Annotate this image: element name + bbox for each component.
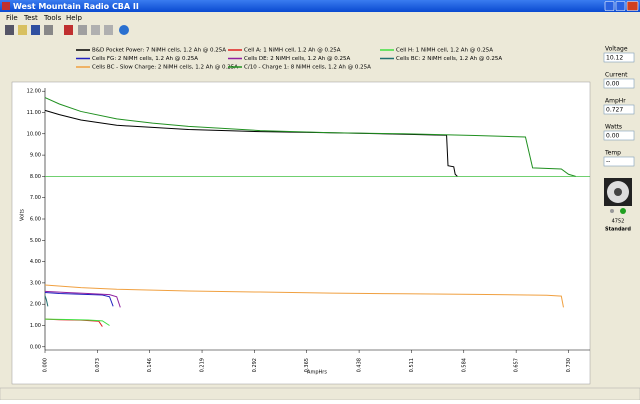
x-tick-label: 0.146 (147, 358, 153, 372)
field-value: 10.12 (606, 54, 623, 61)
x-tick-label: 0.730 (566, 358, 572, 372)
y-tick-label: 8.00 (30, 174, 41, 180)
series-line (44, 284, 564, 308)
x-tick-label: 0.438 (357, 358, 363, 372)
y-tick-label: 7.00 (30, 195, 41, 201)
x-tick-label: 0.365 (304, 358, 310, 372)
window-title: West Mountain Radio CBA II (13, 2, 139, 11)
field-value: 0.00 (606, 132, 620, 139)
field-label: Current (605, 72, 628, 79)
indicator-led (610, 209, 614, 213)
x-tick-label: 0.219 (200, 358, 206, 372)
close-button[interactable] (626, 1, 639, 11)
series-line (44, 290, 121, 308)
y-tick-label: 4.00 (30, 259, 41, 265)
legend-label: C/10 - Charge 1: 8 NiMH cells, 1.2 Ah @ … (244, 65, 371, 71)
series-line (44, 318, 110, 326)
y-tick-label: 5.00 (30, 238, 41, 244)
field-box (603, 156, 635, 167)
x-tick-label: 0.073 (95, 358, 101, 372)
x-tick-label: 0.657 (514, 358, 520, 372)
tool-button[interactable] (78, 25, 87, 35)
tool-button[interactable] (31, 25, 40, 35)
y-tick-label: 9.00 (30, 153, 41, 159)
help-button[interactable] (119, 25, 129, 35)
x-axis-title: AmpHrs (307, 370, 327, 376)
y-axis-title: Volts (20, 209, 26, 221)
menu-item[interactable]: Help (66, 14, 83, 22)
tool-button[interactable] (104, 25, 113, 35)
y-tick-label: 1.00 (30, 323, 41, 329)
x-tick-label: 0.511 (409, 358, 415, 372)
y-tick-label: 10.00 (27, 131, 41, 137)
legend-label: Cells DE: 2 NiMH cells, 1.2 Ah @ 0.25A (244, 56, 351, 62)
field-box (603, 52, 635, 63)
field-value: 0.00 (606, 80, 620, 87)
x-tick-label: 0.292 (252, 358, 258, 372)
field-box (603, 130, 635, 141)
tool-button[interactable] (44, 25, 53, 35)
field-label: Temp (604, 150, 621, 157)
legend-label: Cells BC - Slow Charge: 2 NiMH cells, 1.… (92, 65, 238, 71)
status-bar (0, 387, 640, 401)
legend-label: Cell A: 1 NiMH cell, 1.2 Ah @ 0.25A (244, 48, 341, 54)
y-tick-label: 2.00 (30, 302, 41, 308)
title-bar (0, 0, 640, 12)
field-label: Voltage (605, 46, 628, 53)
toolbar (5, 25, 129, 35)
indicator-led (620, 208, 626, 214)
serial-number: 4752 (612, 219, 625, 225)
menu-item[interactable]: Test (23, 14, 38, 22)
tool-button[interactable] (64, 25, 73, 35)
field-box (603, 78, 635, 89)
tool-button[interactable] (18, 25, 27, 35)
y-tick-label: 6.00 (30, 217, 41, 223)
minimize-button[interactable] (604, 1, 615, 11)
field-label: AmpHr (605, 98, 626, 105)
x-tick-label: 0.000 (43, 358, 49, 372)
readout-panel: Voltage10.12Current0.00AmpHr0.727Watts0.… (603, 46, 635, 167)
tool-button[interactable] (91, 25, 100, 35)
menu-item[interactable]: File (6, 14, 18, 22)
field-value: -- (606, 158, 610, 165)
chart: 0.00 1.00 2.00 3.00 4.00 5.00 6.00 7.00 8.00 9.00… (20, 48, 590, 376)
y-tick-label: 0.00 (30, 344, 41, 350)
field-label: Watts (605, 124, 622, 131)
maximize-button[interactable] (615, 1, 626, 11)
x-tick-label: 0.584 (461, 358, 467, 372)
series-line (44, 97, 576, 177)
tool-button[interactable] (5, 25, 14, 35)
y-tick-label: 3.00 (30, 280, 41, 286)
series-line (44, 291, 114, 307)
series-line (44, 109, 458, 177)
legend-label: Cell H: 1 NiMH cell, 1.2 Ah @ 0.25A (396, 48, 493, 54)
mode-label: Standard (605, 227, 631, 233)
series-line (44, 295, 49, 307)
y-tick-label: 12.00 (27, 89, 41, 95)
field-value: 0.727 (606, 106, 623, 113)
chart-panel (11, 81, 591, 385)
menu-item[interactable]: Tools (43, 14, 62, 22)
legend-label: Cells BC: 2 NiMH cells, 1.2 Ah @ 0.25A (396, 56, 502, 62)
legend-label: B&D Pocket Power: 7 NiMH cells, 1.2 Ah @… (92, 48, 226, 54)
app-icon (2, 2, 10, 10)
field-box (603, 104, 635, 115)
legend-label: Cells FG: 2 NiMH cells, 1.2 Ah @ 0.25A (92, 56, 198, 62)
fan-icon (604, 178, 632, 206)
y-tick-label: 11.00 (27, 110, 41, 116)
